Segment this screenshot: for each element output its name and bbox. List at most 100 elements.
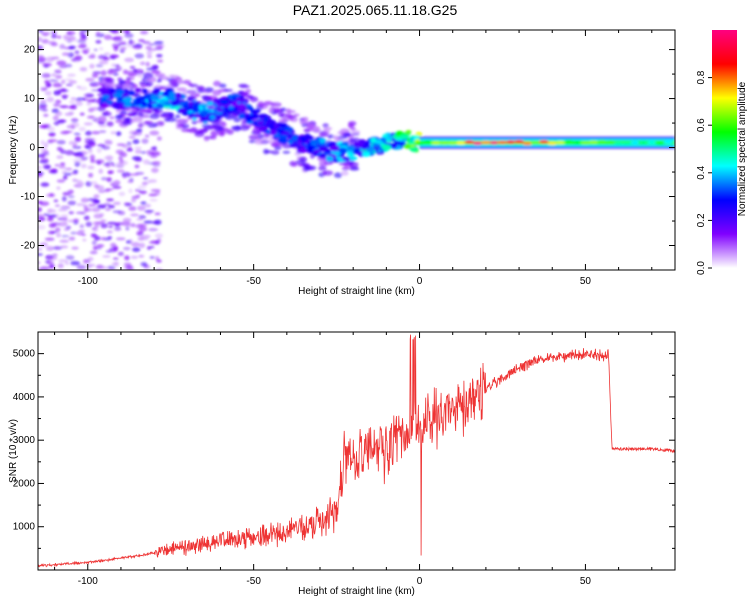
noise-cell bbox=[75, 179, 82, 183]
spread-cell bbox=[241, 92, 250, 97]
noise-cell bbox=[138, 39, 145, 42]
colorbar-tick-label: 0.8 bbox=[696, 70, 707, 84]
spread-cell bbox=[299, 120, 310, 125]
noise-cell bbox=[38, 253, 44, 256]
ridge-cell bbox=[325, 155, 334, 162]
noise-cell bbox=[134, 53, 145, 59]
spread-cell bbox=[191, 119, 198, 125]
noise-cell bbox=[102, 255, 111, 258]
ridge-cell bbox=[150, 94, 160, 101]
noise-cell bbox=[136, 218, 144, 221]
ridge-cell bbox=[279, 122, 288, 129]
spread-cell bbox=[295, 159, 306, 165]
noise-cell bbox=[149, 198, 158, 202]
noise-cell bbox=[105, 249, 112, 254]
ridge-cell bbox=[238, 98, 247, 103]
noise-cell bbox=[38, 159, 49, 164]
ridge-core-cell bbox=[555, 140, 566, 145]
ridge-core-cell bbox=[663, 140, 674, 145]
bottom-x-axis-title: Height of straight line (km) bbox=[298, 586, 415, 597]
noise-cell bbox=[57, 208, 68, 212]
noise-cell bbox=[106, 230, 113, 234]
ridge-cell bbox=[306, 144, 316, 150]
noise-cell bbox=[70, 97, 76, 100]
ridge-cell bbox=[105, 100, 114, 105]
noise-cell bbox=[39, 105, 48, 108]
spread-cell bbox=[161, 76, 169, 81]
noise-cell bbox=[48, 263, 55, 269]
noise-cell bbox=[38, 54, 44, 59]
noise-cell bbox=[135, 194, 141, 198]
spread-cell bbox=[105, 77, 115, 84]
noise-cell bbox=[43, 64, 49, 68]
ridge-core-cell bbox=[580, 141, 591, 145]
spread-cell bbox=[106, 121, 114, 127]
spread-cell bbox=[97, 121, 106, 126]
noise-cell bbox=[91, 207, 101, 212]
noise-cell bbox=[64, 167, 73, 171]
noise-cell bbox=[70, 57, 77, 62]
spread-cell bbox=[133, 68, 145, 75]
noise-cell bbox=[101, 266, 109, 270]
noise-cell bbox=[43, 142, 49, 149]
noise-cell bbox=[89, 63, 95, 69]
ridge-cell bbox=[358, 139, 367, 144]
top-plot-frame bbox=[37, 29, 676, 271]
spread-cell bbox=[137, 123, 144, 128]
noise-cell bbox=[75, 101, 83, 107]
noise-cell bbox=[113, 227, 122, 232]
noise-cell bbox=[148, 227, 159, 232]
noise-cell bbox=[76, 203, 85, 207]
noise-cell bbox=[43, 113, 49, 117]
ridge-cell bbox=[313, 149, 321, 154]
noise-cell bbox=[156, 59, 164, 63]
spread-cell bbox=[175, 114, 181, 119]
ridge-core-cell bbox=[464, 140, 475, 144]
spread-cell bbox=[281, 143, 293, 149]
noise-cell bbox=[54, 69, 62, 74]
ridge-cell bbox=[341, 141, 350, 146]
noise-cell bbox=[107, 204, 115, 209]
spread-cell bbox=[239, 125, 250, 131]
spread-cell bbox=[272, 107, 282, 113]
noise-cell bbox=[66, 189, 75, 194]
noise-cell bbox=[109, 54, 120, 59]
noise-cell bbox=[75, 97, 86, 101]
spread-cell bbox=[187, 83, 194, 87]
noise-cell bbox=[122, 217, 132, 223]
noise-cell bbox=[56, 155, 64, 160]
noise-cell bbox=[40, 140, 45, 145]
noise-cell bbox=[71, 118, 79, 123]
noise-cell bbox=[143, 159, 150, 165]
ridge-core-cell bbox=[630, 140, 641, 145]
noise-cell bbox=[52, 246, 63, 250]
spread-cell bbox=[302, 116, 309, 122]
ridge-core-cell bbox=[422, 140, 433, 144]
noise-cell bbox=[56, 179, 66, 183]
noise-cell bbox=[150, 240, 159, 244]
noise-cell bbox=[103, 156, 113, 160]
noise-cell bbox=[70, 231, 77, 235]
noise-cell bbox=[90, 233, 97, 238]
ridge-cell bbox=[170, 100, 179, 107]
ridge-cell bbox=[182, 103, 190, 109]
noise-cell bbox=[106, 198, 114, 202]
noise-cell bbox=[124, 255, 130, 261]
spread-cell bbox=[105, 81, 116, 88]
noise-cell bbox=[86, 99, 95, 103]
noise-cell bbox=[40, 31, 51, 36]
top-x-tick-label: 50 bbox=[580, 276, 592, 287]
ridge-cell bbox=[283, 126, 294, 132]
noise-cell bbox=[155, 53, 163, 58]
noise-cell bbox=[79, 31, 85, 36]
noise-cell bbox=[48, 222, 56, 228]
noise-cell bbox=[40, 152, 46, 157]
spread-cell bbox=[250, 134, 257, 138]
noise-cell bbox=[64, 261, 70, 266]
noise-cell bbox=[54, 163, 60, 167]
bottom-y-tick-label: 4000 bbox=[13, 392, 36, 403]
noise-cell bbox=[134, 146, 142, 150]
noise-cell bbox=[73, 184, 79, 188]
ridge-cell bbox=[281, 131, 291, 136]
noise-cell bbox=[111, 180, 121, 184]
